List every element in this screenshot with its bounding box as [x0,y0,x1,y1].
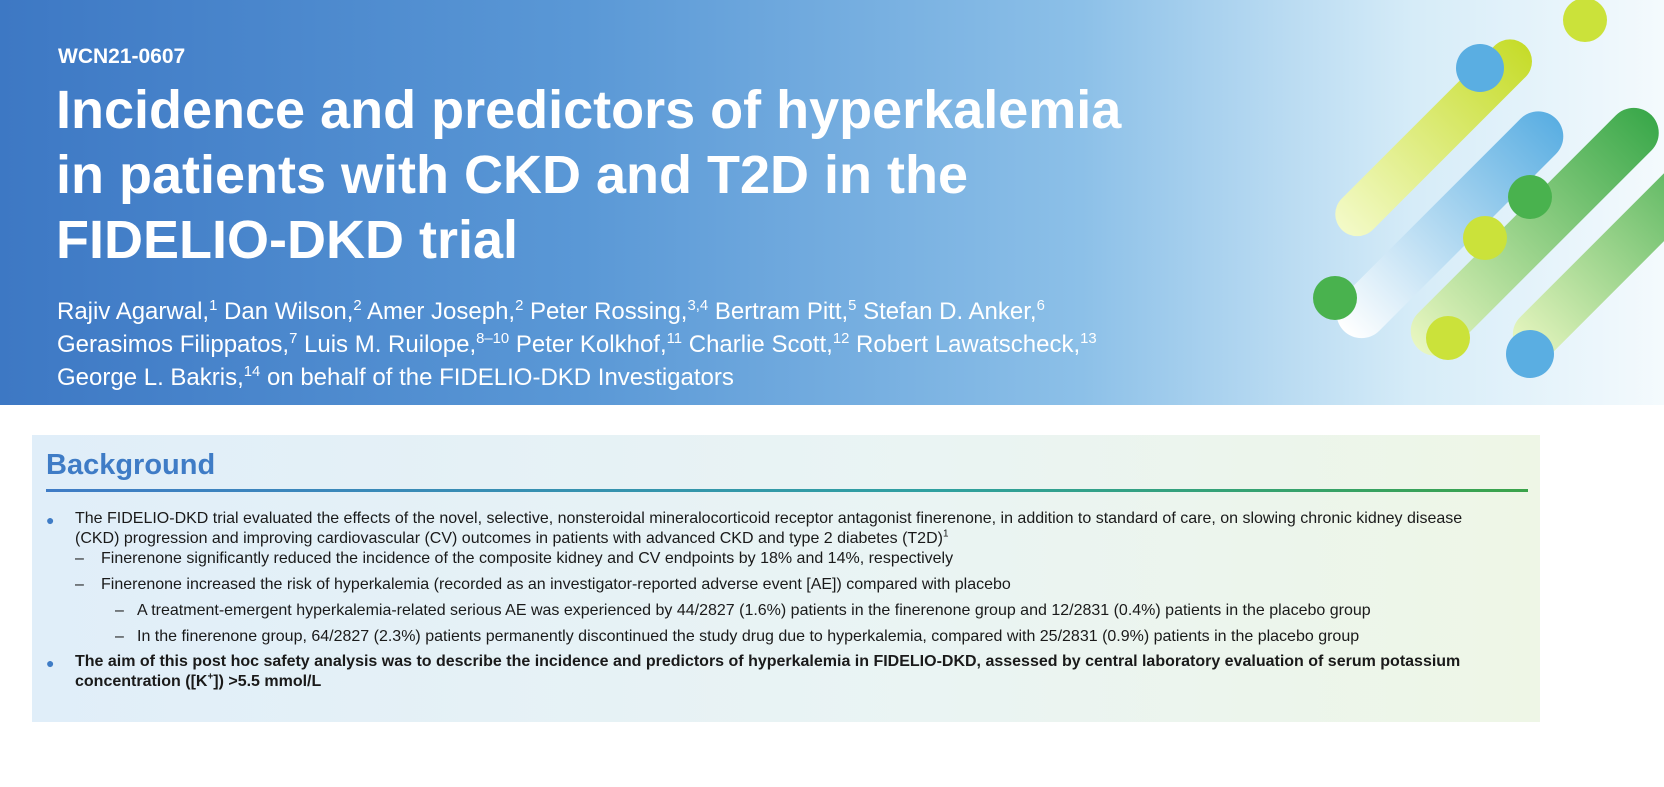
sub-bullet: Finerenone significantly reduced the inc… [101,550,954,567]
author-name: Peter Rossing, [530,298,688,325]
affiliation: 3,4 [687,298,709,314]
affiliation: 14 [243,364,261,380]
authors-suffix: on behalf of the FIDELIO-DKD Investigato… [266,364,734,391]
sub-bullet: Finerenone increased the risk of hyperka… [101,576,1011,593]
author-name: Gerasimos Filippatos, [57,331,290,358]
author-name: Bertram Pitt, [714,298,849,325]
author-name: George L. Bakris, [57,364,244,391]
sub-sub-bullet: A treatment-emergent hyperkalemia-relate… [137,602,1371,619]
title: Incidence and predictors of hyperkalemia [56,80,1122,140]
dash: – [75,576,84,593]
title: in patients with CKD and T2D in the [56,145,969,205]
dash: – [75,550,84,567]
affiliation: 13 [1080,331,1097,347]
affiliation: 6 [1036,298,1045,314]
text: ]) >5.5 mmol/L [213,673,322,690]
section-heading: Background [46,449,216,481]
author-name: Peter Kolkhof, [515,331,667,358]
sub-sub-bullet: In the finerenone group, 64/2827 (2.3%) … [137,628,1360,645]
affiliation: 12 [832,331,850,347]
affiliation: 11 [666,331,683,347]
author-line: Rajiv Agarwal,1 Dan Wilson,2 Amer Joseph… [57,298,1045,326]
author-name: Amer Joseph, [367,298,516,325]
affiliation: 2 [515,298,524,314]
superscript: + [207,671,214,683]
header-banner: WCN21-0607 Incidence and predictors of h… [0,0,1664,405]
bullet-text: The FIDELIO-DKD trial evaluated the effe… [75,509,1475,549]
divider [46,489,1528,492]
bullet: ● [46,655,55,671]
abstract-code: WCN21-0607 [58,45,186,68]
dash: – [115,628,124,645]
affiliation: 1 [209,298,218,314]
affiliation: 7 [289,331,298,347]
author-name: Stefan D. Anker, [863,298,1037,325]
affiliation: 8–10 [476,331,510,347]
affiliation: 5 [848,298,857,314]
dash: – [115,602,124,619]
title: FIDELIO-DKD trial [56,210,519,270]
affiliation: 2 [353,298,362,314]
author-name: Dan Wilson, [224,298,354,325]
superscript: 1 [942,528,949,540]
author-name: Luis M. Ruilope, [304,331,477,358]
text: The aim of this post hoc safety analysis… [75,653,1461,690]
author-line: Gerasimos Filippatos,7 Luis M. Ruilope,8… [57,331,1097,359]
author-name: Charlie Scott, [688,331,833,358]
author-line: George L. Bakris,14 on behalf of the FID… [57,364,734,392]
author-name: Rajiv Agarwal, [57,298,210,325]
author-name: Robert Lawatscheck, [856,331,1081,358]
text: The FIDELIO-DKD trial evaluated the effe… [75,510,1463,547]
background-panel [32,435,1540,722]
decoration [1313,0,1664,378]
bullet-text: The aim of this post hoc safety analysis… [75,652,1475,692]
bullet: ● [46,512,55,528]
